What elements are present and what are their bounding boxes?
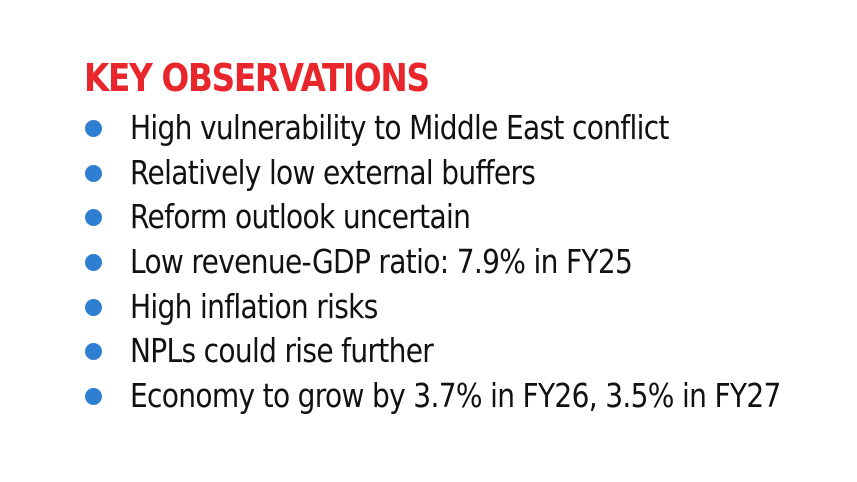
observation-text: Low revenue-GDP ratio: 7.9% in FY25 (130, 242, 633, 282)
bullet-dot-icon (85, 343, 102, 361)
observation-item: High inflation risks (0, 285, 857, 330)
observation-item: Low revenue-GDP ratio: 7.9% in FY25 (0, 240, 857, 285)
observations-list: High vulnerability to Middle East confli… (0, 106, 857, 419)
observation-text: Reform outlook uncertain (130, 197, 471, 237)
observation-item: Relatively low external buffers (0, 151, 857, 196)
heading-key-observations: KEY OBSERVATIONS (84, 56, 430, 100)
observation-text: Economy to grow by 3.7% in FY26, 3.5% in… (130, 376, 781, 416)
observation-text: High vulnerability to Middle East confli… (130, 108, 669, 147)
bullet-dot-icon (85, 254, 102, 272)
observation-text: High inflation risks (130, 286, 378, 326)
observation-item: NPLs could rise further (0, 329, 857, 374)
bullet-dot-icon (85, 298, 102, 316)
observation-item: Reform outlook uncertain (0, 195, 857, 240)
bullet-dot-icon (85, 164, 102, 182)
observation-text: Relatively low external buffers (130, 152, 536, 192)
observation-item: Economy to grow by 3.7% in FY26, 3.5% in… (0, 374, 857, 419)
bullet-dot-icon (85, 120, 102, 137)
bullet-dot-icon (85, 209, 102, 227)
bullet-dot-icon (85, 388, 102, 406)
observation-item: High vulnerability to Middle East confli… (0, 106, 857, 151)
observation-text: NPLs could rise further (130, 331, 434, 371)
